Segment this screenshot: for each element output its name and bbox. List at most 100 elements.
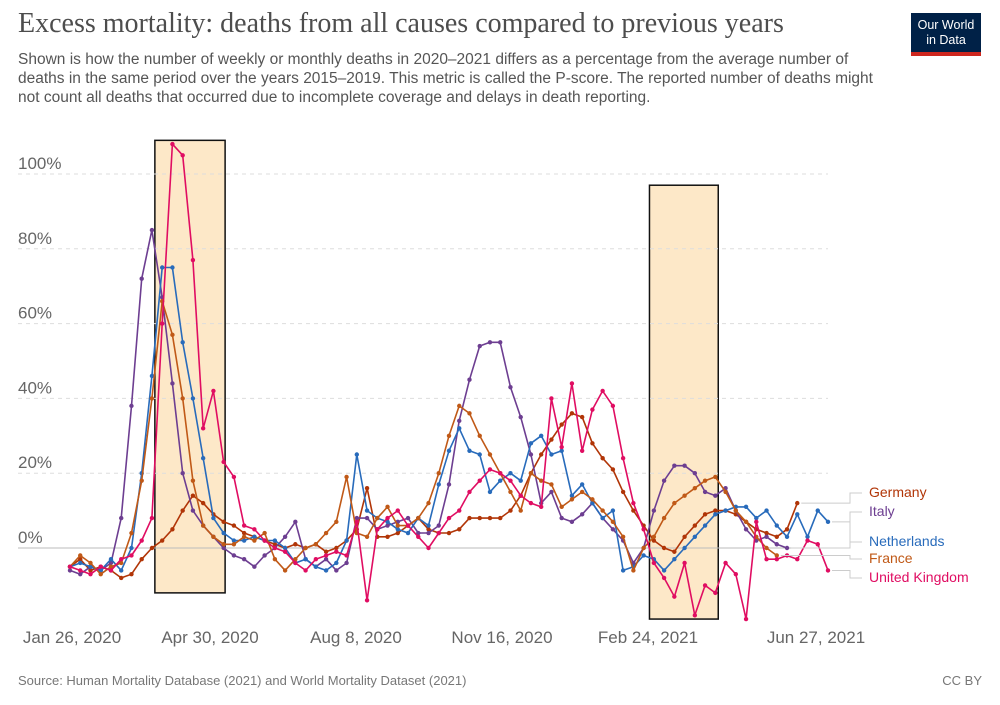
data-point-united-kingdom	[610, 403, 616, 409]
y-tick-label: 40%	[18, 378, 52, 397]
data-point-united-kingdom	[405, 523, 411, 528]
data-point-germany	[446, 530, 452, 536]
data-point-united-kingdom	[569, 381, 575, 386]
data-point-united-kingdom	[200, 426, 206, 431]
data-point-germany	[590, 441, 595, 446]
data-point-france	[272, 557, 278, 562]
data-point-united-kingdom	[262, 538, 267, 543]
owid-logo[interactable]: Our World in Data	[911, 13, 981, 56]
data-point-germany	[139, 557, 144, 562]
data-point-united-kingdom	[241, 523, 247, 528]
data-point-france	[743, 519, 749, 525]
data-point-italy	[170, 381, 175, 386]
data-point-netherlands	[190, 396, 196, 401]
data-point-italy	[385, 523, 390, 528]
legend-connector-united-kingdom	[832, 569, 862, 579]
data-point-italy	[293, 519, 298, 525]
data-point-germany	[272, 542, 278, 547]
data-point-germany	[600, 456, 605, 461]
data-point-germany	[569, 411, 575, 416]
data-point-netherlands	[487, 489, 493, 495]
data-point-germany	[200, 500, 206, 506]
data-point-france	[139, 478, 144, 483]
data-point-france	[631, 568, 636, 573]
y-tick-label: 20%	[18, 453, 52, 472]
data-point-france	[170, 332, 175, 338]
data-point-netherlands	[252, 534, 257, 539]
data-point-italy	[436, 523, 441, 528]
data-point-germany	[334, 545, 339, 551]
data-point-united-kingdom	[364, 598, 370, 603]
data-point-italy	[354, 515, 360, 521]
data-point-united-kingdom	[692, 613, 698, 618]
data-point-germany	[190, 493, 196, 498]
data-point-france	[78, 553, 83, 558]
data-point-italy	[610, 527, 616, 532]
data-point-italy	[528, 452, 534, 457]
data-point-france	[457, 403, 462, 409]
chart-subtitle: Shown is how the number of weekly or mon…	[18, 51, 873, 106]
data-point-united-kingdom	[477, 478, 482, 483]
data-point-france	[610, 519, 616, 525]
data-point-france	[364, 534, 370, 539]
data-point-netherlands	[108, 557, 114, 562]
data-point-france	[119, 560, 124, 566]
data-point-united-kingdom	[579, 448, 585, 453]
data-point-netherlands	[590, 500, 595, 506]
data-point-netherlands	[405, 530, 411, 536]
data-point-germany	[498, 515, 503, 521]
legend-label-germany: Germany	[869, 484, 927, 500]
data-point-united-kingdom	[713, 590, 718, 596]
data-point-germany	[457, 527, 462, 532]
data-point-italy	[119, 515, 124, 521]
data-point-united-kingdom	[672, 594, 677, 599]
data-point-italy	[661, 478, 667, 483]
data-point-italy	[78, 571, 83, 577]
data-point-france	[518, 508, 523, 513]
data-point-italy	[364, 515, 370, 521]
data-point-netherlands	[754, 515, 759, 521]
data-point-germany	[467, 515, 472, 521]
data-point-netherlands	[180, 340, 185, 345]
data-point-united-kingdom	[498, 471, 503, 476]
data-point-united-kingdom	[385, 515, 390, 521]
data-point-netherlands	[354, 452, 360, 457]
logo-line-2: in Data	[926, 33, 966, 47]
data-point-netherlands	[784, 534, 790, 539]
data-point-germany	[610, 467, 616, 472]
data-point-united-kingdom	[293, 560, 298, 566]
data-point-united-kingdom	[375, 527, 380, 532]
data-point-netherlands	[170, 265, 175, 270]
license-note: CC BY	[942, 673, 982, 688]
data-point-united-kingdom	[323, 553, 329, 558]
data-point-italy	[262, 553, 267, 558]
data-point-germany	[651, 538, 657, 543]
data-point-netherlands	[764, 508, 769, 513]
data-point-united-kingdom	[743, 616, 749, 622]
data-point-italy	[774, 542, 779, 547]
data-point-netherlands	[498, 478, 503, 483]
data-point-germany	[579, 414, 585, 420]
data-point-france	[538, 478, 544, 483]
data-point-germany	[364, 485, 370, 491]
data-point-united-kingdom	[67, 564, 73, 569]
data-point-netherlands	[313, 564, 319, 569]
data-point-france	[549, 482, 554, 487]
data-point-germany	[221, 519, 226, 525]
data-point-france	[129, 530, 134, 536]
x-tick-label: Feb 24, 2021	[598, 628, 698, 647]
data-point-netherlands	[672, 557, 677, 562]
data-point-netherlands	[692, 534, 698, 539]
data-point-united-kingdom	[231, 474, 237, 480]
y-tick-label: 80%	[18, 229, 52, 248]
data-point-italy	[323, 557, 329, 562]
data-point-germany	[170, 527, 175, 532]
data-point-netherlands	[579, 482, 585, 487]
data-point-germany	[78, 557, 83, 562]
legend-label-netherlands: Netherlands	[869, 533, 945, 549]
data-point-netherlands	[395, 527, 400, 532]
data-point-netherlands	[528, 441, 534, 446]
data-point-united-kingdom	[467, 489, 472, 495]
chart-title: Excess mortality: deaths from all causes…	[18, 8, 784, 39]
data-point-netherlands	[129, 545, 134, 551]
